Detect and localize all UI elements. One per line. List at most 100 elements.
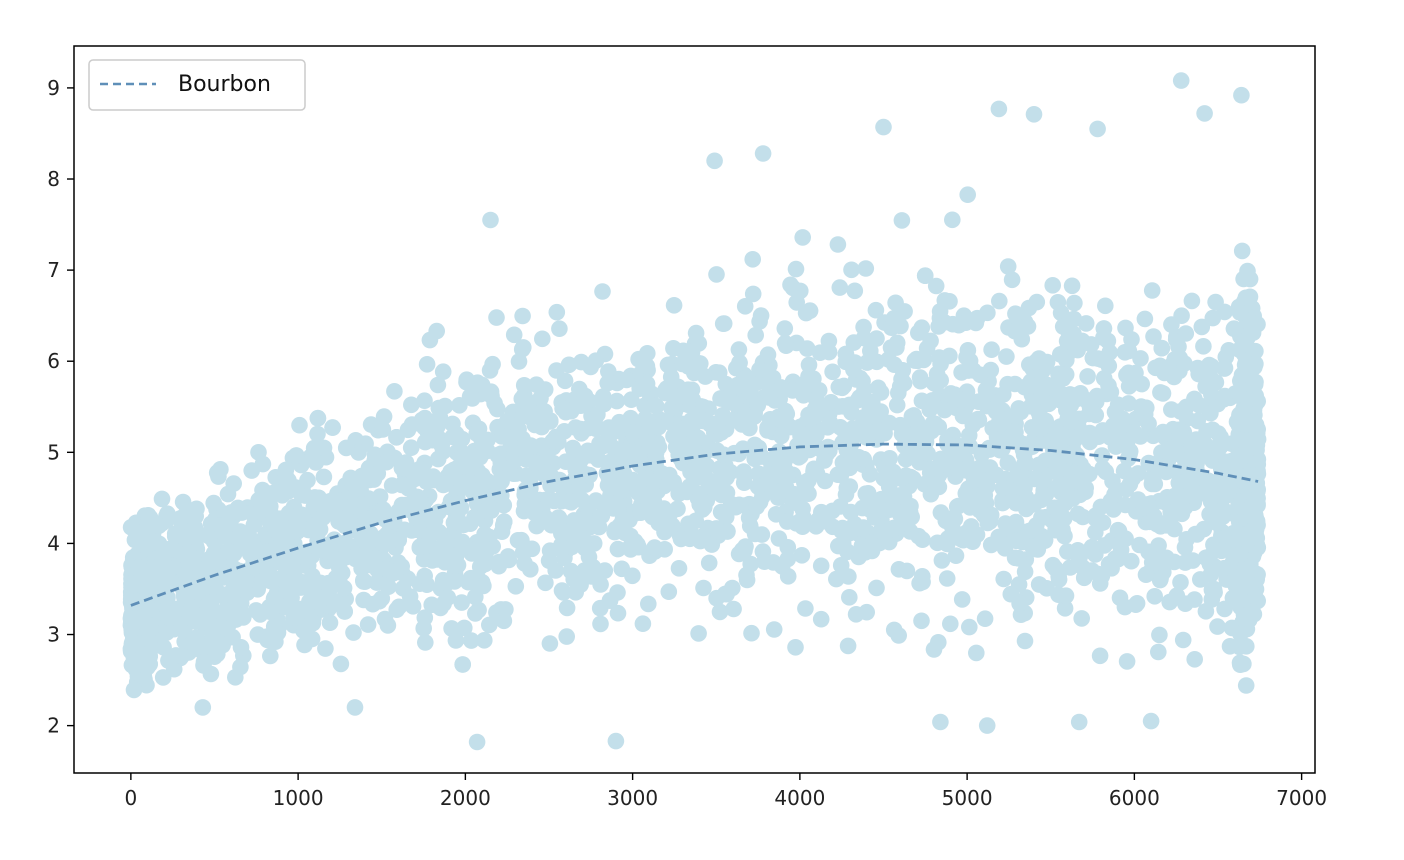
scatter-point [905, 410, 923, 428]
scatter-point [1052, 304, 1070, 322]
scatter-point [765, 621, 783, 638]
scatter-point [930, 634, 947, 651]
scatter-point [911, 369, 929, 386]
scatter-point [964, 533, 981, 550]
scatter-point [344, 475, 362, 492]
scatter-point [959, 186, 976, 203]
scatter-point [753, 448, 770, 465]
scatter-point [463, 632, 480, 649]
scatter-point [324, 419, 341, 436]
scatter-point [1002, 585, 1020, 603]
scatter-point [436, 531, 454, 549]
scatter-point [902, 497, 919, 515]
scatter-point [841, 589, 858, 606]
scatter-point [235, 579, 253, 596]
scatter-point [1233, 366, 1251, 384]
scatter-point [613, 560, 631, 578]
scatter-point [1025, 106, 1043, 123]
scatter-point [388, 429, 405, 446]
scatter-point [933, 552, 951, 569]
scatter-point [564, 439, 582, 457]
scatter-point [913, 612, 930, 630]
scatter-point [541, 635, 559, 652]
scatter-point [694, 411, 711, 429]
scatter-point [593, 507, 611, 524]
scatter-point [549, 474, 566, 492]
scatter-point [944, 445, 962, 462]
scatter-point [258, 628, 276, 645]
scatter-point [776, 320, 794, 337]
scatter-point [417, 634, 434, 651]
scatter-point [941, 347, 958, 365]
scatter-point [309, 425, 326, 443]
scatter-point [630, 445, 647, 463]
scatter-point [1232, 656, 1249, 673]
scatter-point [978, 717, 996, 734]
scatter-point [694, 493, 712, 510]
scatter-point [886, 356, 903, 374]
scatter-point [468, 733, 486, 751]
scatter-point [1083, 543, 1100, 560]
scatter-point [1054, 318, 1072, 335]
plot-frame [73, 45, 1316, 774]
scatter-point [540, 552, 558, 569]
scatter-point [793, 547, 811, 564]
scatter-point [1035, 472, 1052, 489]
scatter-point [855, 329, 873, 347]
scatter-point [1209, 618, 1226, 635]
scatter-point [181, 609, 199, 626]
scatter-point [824, 502, 841, 520]
scatter-point [142, 618, 159, 635]
scatter-point [1153, 339, 1171, 357]
scatter-point [780, 447, 797, 465]
scatter-point [1150, 643, 1167, 661]
scatter-point [482, 211, 499, 229]
scatter-point [1232, 625, 1249, 643]
scatter-point [690, 335, 708, 352]
scatter-point [1121, 443, 1139, 460]
scatter-point [1007, 305, 1024, 323]
scatter-point [475, 577, 492, 595]
scatter-point [725, 600, 742, 618]
scatter-point [1087, 524, 1104, 541]
scatter-point [416, 419, 433, 436]
scatter-point [249, 581, 266, 598]
scatter-point [809, 512, 827, 529]
scatter-point [877, 471, 895, 488]
scatter-point [254, 455, 272, 473]
scatter-point [1117, 319, 1134, 337]
scatter-point [734, 440, 752, 458]
scatter-point [461, 388, 479, 405]
scatter-point [988, 466, 1005, 484]
scatter-point [429, 450, 447, 468]
scatter-point [317, 640, 334, 657]
scatter-point [173, 647, 190, 665]
x-tick-label: 0 [124, 786, 137, 810]
scatter-point [1097, 463, 1115, 481]
scatter-point [357, 510, 375, 527]
x-axis: 0 1000 2000 3000 4000 5000 6000 7000 [124, 773, 1327, 810]
scatter-point [1059, 543, 1076, 560]
scatter-point [787, 260, 805, 278]
scatter-point [647, 397, 665, 415]
scatter-point [1224, 589, 1242, 607]
scatter-point [843, 404, 860, 421]
scatter-point [428, 551, 446, 568]
scatter-point [361, 525, 379, 542]
scatter-point [402, 439, 420, 457]
scatter-point [888, 396, 906, 414]
scatter-point [944, 211, 961, 229]
scatter-point [195, 653, 213, 671]
scatter-point [872, 522, 890, 540]
scatter-point [1178, 487, 1195, 505]
scatter-point [1107, 438, 1125, 455]
scatter-point [282, 573, 299, 591]
scatter-point [359, 616, 377, 633]
scatter-point [379, 561, 397, 578]
scatter-point [1004, 409, 1021, 427]
scatter-point [1191, 397, 1209, 414]
scatter-point [843, 261, 860, 279]
scatter-point [558, 628, 575, 645]
scatter-point [1171, 428, 1188, 445]
scatter-point [829, 236, 847, 253]
